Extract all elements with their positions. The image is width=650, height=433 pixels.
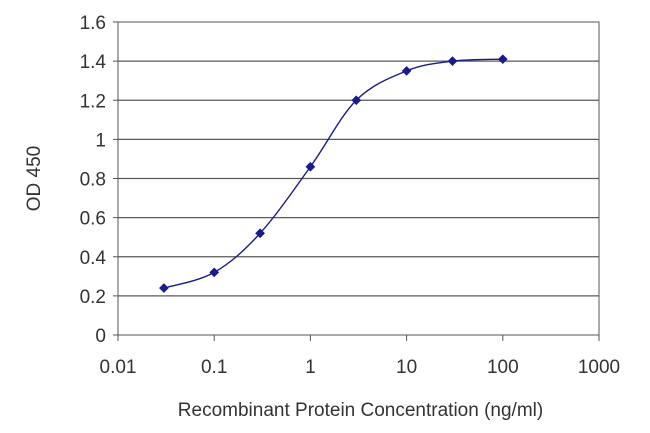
y-tick-label: 0.8	[80, 170, 106, 191]
data-point	[158, 283, 169, 294]
y-tick-label: 1.2	[80, 91, 106, 112]
y-tick-label: 0.2	[80, 287, 106, 308]
gridlines	[118, 60, 599, 297]
series	[158, 54, 508, 294]
y-tick-label: 1.4	[80, 52, 107, 73]
data-point	[209, 267, 220, 278]
y-tick-label: 0.4	[80, 248, 107, 269]
data-point	[255, 228, 266, 239]
y-tick-label: 1	[95, 130, 106, 151]
x-axis-title: Recombinant Protein Concentration (ng/ml…	[178, 400, 543, 421]
x-axis: 0.01 0.1 1 10 100 1000	[100, 335, 620, 378]
y-axis-title: OD 450	[24, 146, 45, 211]
data-point	[497, 54, 508, 65]
data-point	[447, 56, 458, 67]
x-tick-label: 1000	[578, 357, 620, 378]
y-axis: 0 0.2 0.4 0.6 0.8 1 1.2 1.4 1.6	[80, 13, 118, 347]
data-point	[401, 65, 412, 76]
x-tick-label: 0.01	[100, 357, 137, 378]
x-tick-label: 100	[487, 357, 519, 378]
data-point	[305, 161, 316, 172]
x-tick-label: 0.1	[201, 357, 227, 378]
series-line	[163, 58, 503, 289]
x-tick-label: 1	[305, 357, 316, 378]
x-tick-label: 10	[396, 357, 417, 378]
y-tick-label: 0.6	[80, 209, 106, 230]
y-tick-label: 1.6	[80, 13, 106, 34]
data-point	[351, 95, 362, 106]
y-tick-label: 0	[95, 326, 106, 347]
